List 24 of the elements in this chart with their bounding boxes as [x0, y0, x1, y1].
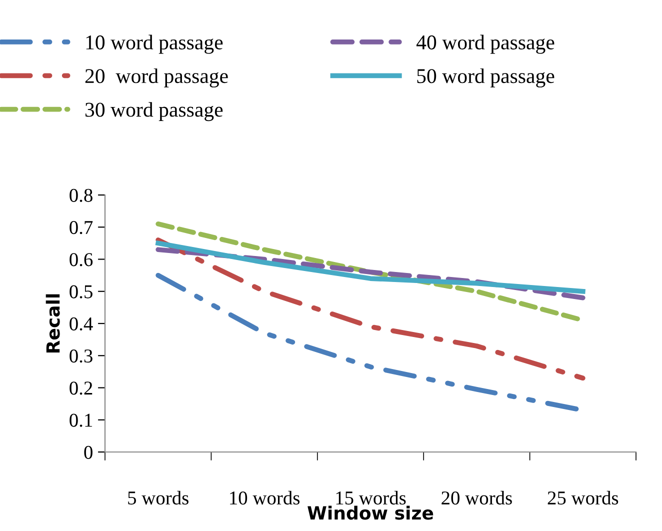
legend-label: 50 word passage [417, 68, 554, 88]
x-tick-label: 15 words [336, 490, 406, 505]
y-tick-label: 0.2 [70, 382, 92, 395]
x-axis-title: Window size [308, 506, 434, 520]
x-tick-label: 5 words [128, 490, 188, 505]
line-series [156, 247, 586, 300]
legend-label: 20 word passage [85, 68, 228, 88]
legend-label: 10 word passage [86, 34, 223, 54]
y-tick-label: 0.5 [70, 285, 92, 298]
x-tick-label: 25 words [548, 490, 618, 505]
line-series [156, 240, 586, 294]
y-tick-label: 0.1 [70, 414, 92, 427]
legend-label: 40 word passage [416, 34, 554, 54]
y-axis-title: Recall [46, 294, 60, 353]
y-tick-label: 0.6 [70, 253, 93, 266]
y-tick-label: 0.8 [70, 188, 92, 202]
y-tick-label: 0.3 [70, 349, 92, 363]
line-series [156, 238, 586, 381]
y-tick-label: 0 [84, 446, 92, 459]
legend-label: 30 word passage [85, 102, 223, 122]
y-tick-label: 0.7 [70, 220, 93, 234]
y-tick-label: 0.4 [70, 317, 93, 331]
x-tick-label: 10 words [230, 490, 300, 505]
x-tick-label: 20 words [442, 490, 512, 505]
